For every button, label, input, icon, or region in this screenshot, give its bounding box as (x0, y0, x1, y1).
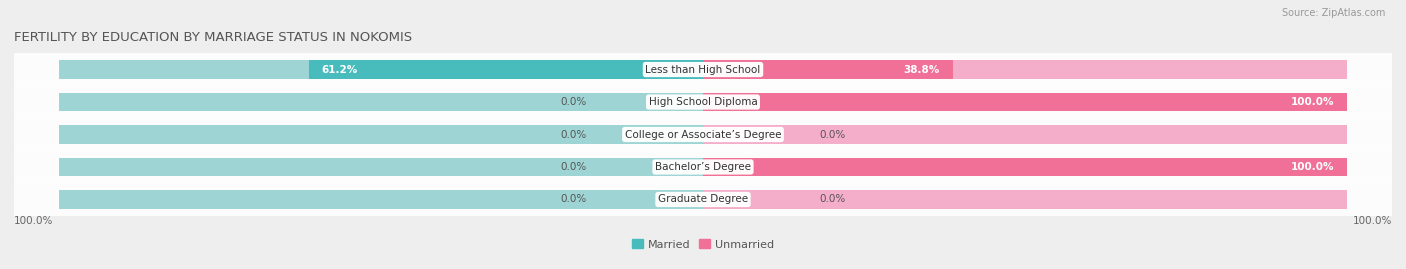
Text: 0.0%: 0.0% (561, 162, 588, 172)
Text: Graduate Degree: Graduate Degree (658, 194, 748, 204)
Text: Source: ZipAtlas.com: Source: ZipAtlas.com (1281, 8, 1385, 18)
Bar (59, 93, 703, 111)
Text: 0.0%: 0.0% (561, 97, 588, 107)
Text: 61.2%: 61.2% (322, 65, 359, 75)
Bar (703, 158, 1347, 176)
Bar (703, 60, 1347, 79)
Legend: Married, Unmarried: Married, Unmarried (628, 236, 778, 253)
Text: College or Associate’s Degree: College or Associate’s Degree (624, 129, 782, 140)
Text: 100.0%: 100.0% (1353, 215, 1392, 226)
Bar (59, 125, 703, 144)
FancyBboxPatch shape (14, 53, 1392, 86)
Text: 0.0%: 0.0% (818, 194, 845, 204)
Text: 38.8%: 38.8% (904, 65, 941, 75)
Bar (703, 93, 1347, 111)
FancyBboxPatch shape (14, 86, 1392, 119)
Text: Less than High School: Less than High School (645, 65, 761, 75)
Text: 0.0%: 0.0% (818, 129, 845, 140)
Text: 0.0%: 0.0% (561, 129, 588, 140)
FancyBboxPatch shape (14, 150, 1392, 183)
Text: 100.0%: 100.0% (1291, 97, 1334, 107)
Bar (703, 60, 953, 79)
Text: FERTILITY BY EDUCATION BY MARRIAGE STATUS IN NOKOMIS: FERTILITY BY EDUCATION BY MARRIAGE STATU… (14, 31, 412, 44)
Text: 100.0%: 100.0% (14, 215, 53, 226)
Text: Bachelor’s Degree: Bachelor’s Degree (655, 162, 751, 172)
Text: High School Diploma: High School Diploma (648, 97, 758, 107)
FancyBboxPatch shape (14, 118, 1392, 151)
Bar (703, 190, 1347, 209)
Text: 100.0%: 100.0% (1291, 162, 1334, 172)
Bar (703, 125, 1347, 144)
Bar (59, 158, 703, 176)
Bar (703, 158, 1347, 176)
Bar (703, 93, 1347, 111)
Text: 0.0%: 0.0% (561, 194, 588, 204)
FancyBboxPatch shape (14, 183, 1392, 216)
Bar (59, 60, 703, 79)
Bar (59, 190, 703, 209)
Bar (309, 60, 703, 79)
